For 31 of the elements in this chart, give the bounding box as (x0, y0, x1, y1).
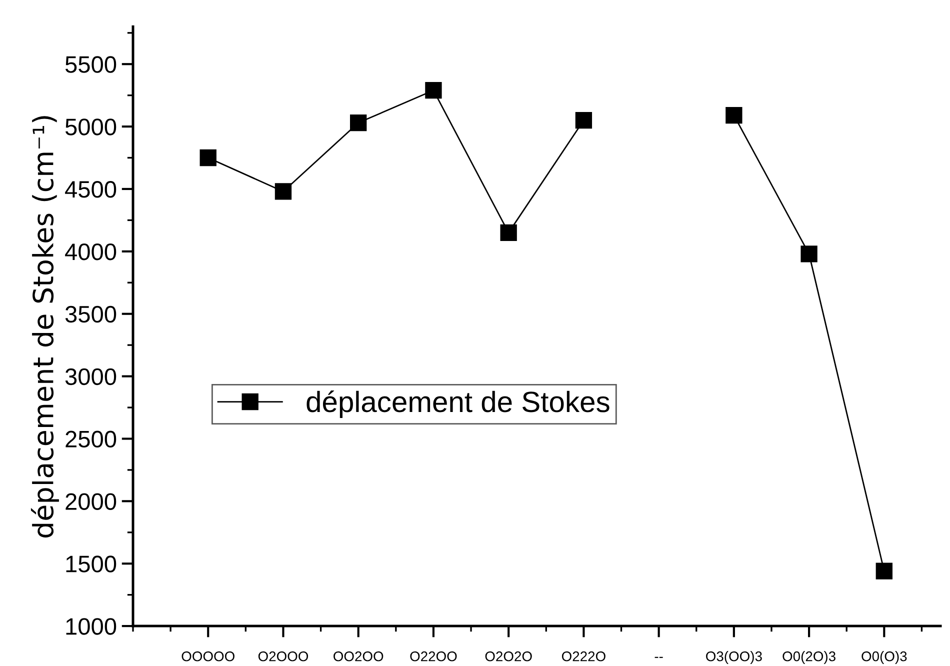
legend-label: déplacement de Stokes (306, 390, 610, 418)
point (575, 112, 592, 129)
x-tick-label: O2O2O (485, 651, 532, 662)
y-axis-title: déplacement de Stokes (cm⁻¹) (30, 116, 59, 538)
x-tick-label: O0(O)3 (862, 651, 907, 664)
point (350, 114, 367, 132)
y-tick-label: 2500 (66, 430, 116, 448)
y-tick-label: 5000 (65, 118, 116, 136)
point (500, 224, 517, 242)
y-tick-label: 1000 (66, 618, 116, 635)
x-tick-label: OO2OO (334, 651, 384, 662)
x-tick-label: O222O (562, 651, 606, 662)
y-tick-label: 2000 (66, 493, 116, 510)
y-tick-label: 4000 (65, 243, 116, 260)
x-tick-label: O0(2O)3 (782, 651, 836, 664)
y-tick-label: 3000 (65, 368, 116, 386)
x-tick-label: O22OO (410, 651, 457, 662)
x-tick-label: O3(OO)3 (706, 651, 762, 664)
y-tick-label: 3500 (65, 306, 116, 323)
point (800, 246, 818, 262)
point (274, 183, 292, 200)
x-tick-label: -- (654, 656, 663, 658)
point (200, 149, 216, 166)
x-tick-label: OOOOO (182, 651, 234, 662)
y-tick-label: 5500 (65, 56, 116, 73)
x-tick-label: O2OOO (258, 651, 308, 662)
point (876, 562, 892, 580)
point (425, 82, 442, 99)
y-tick-label: 1500 (66, 556, 116, 572)
y-tick-label: 4500 (65, 181, 116, 198)
point (726, 106, 742, 124)
